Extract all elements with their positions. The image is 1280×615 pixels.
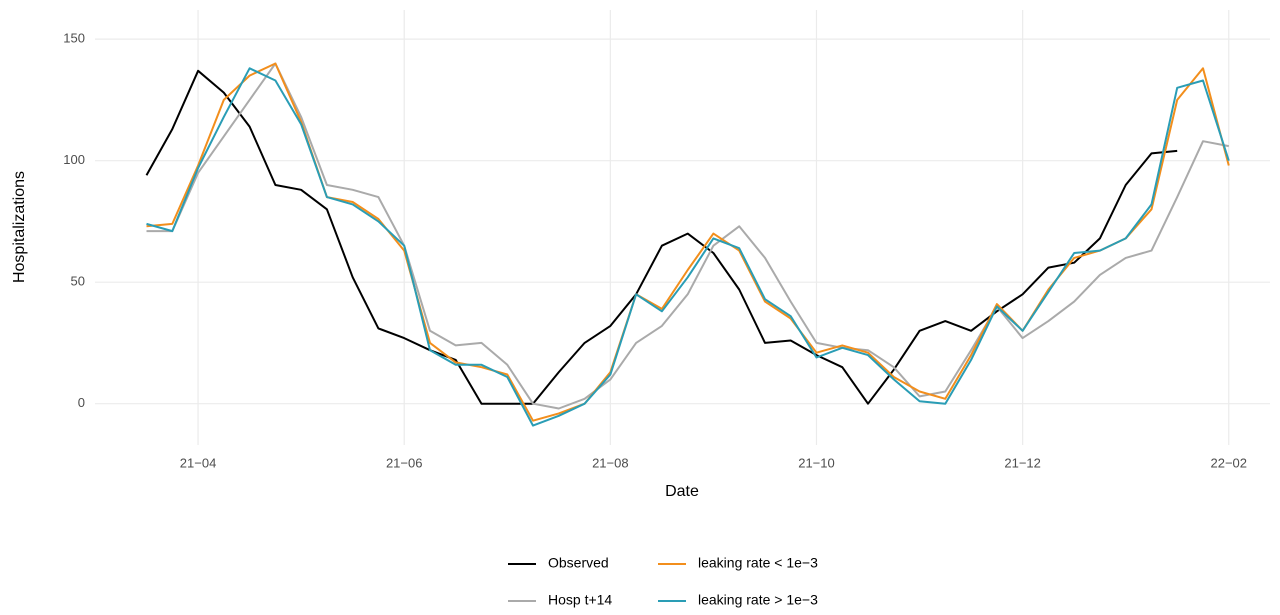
- series-line: [146, 62, 1229, 410]
- legend-label: leaking rate > 1e−3: [698, 592, 818, 608]
- x-tick-label: 22−02: [1211, 455, 1248, 470]
- y-tick-label: 100: [63, 152, 85, 167]
- legend-label: Observed: [548, 555, 609, 571]
- y-tick-label: 150: [63, 31, 85, 46]
- x-axis-label: Date: [665, 483, 699, 500]
- legend-label: leaking rate < 1e−3: [698, 555, 818, 571]
- series-line: [146, 62, 1230, 422]
- legend-label: Hosp t+14: [548, 592, 612, 608]
- y-axis-label: Hospitalizations: [11, 171, 28, 283]
- y-tick-label: 50: [71, 274, 85, 289]
- series-line: [146, 67, 1230, 427]
- y-tick-label: 0: [78, 395, 85, 410]
- series-line: [145, 69, 1178, 405]
- x-tick-label: 21−12: [1004, 455, 1041, 470]
- x-tick-label: 21−08: [592, 455, 629, 470]
- x-tick-label: 21−10: [798, 455, 835, 470]
- x-tick-label: 21−06: [386, 455, 423, 470]
- x-tick-label: 21−04: [180, 455, 217, 470]
